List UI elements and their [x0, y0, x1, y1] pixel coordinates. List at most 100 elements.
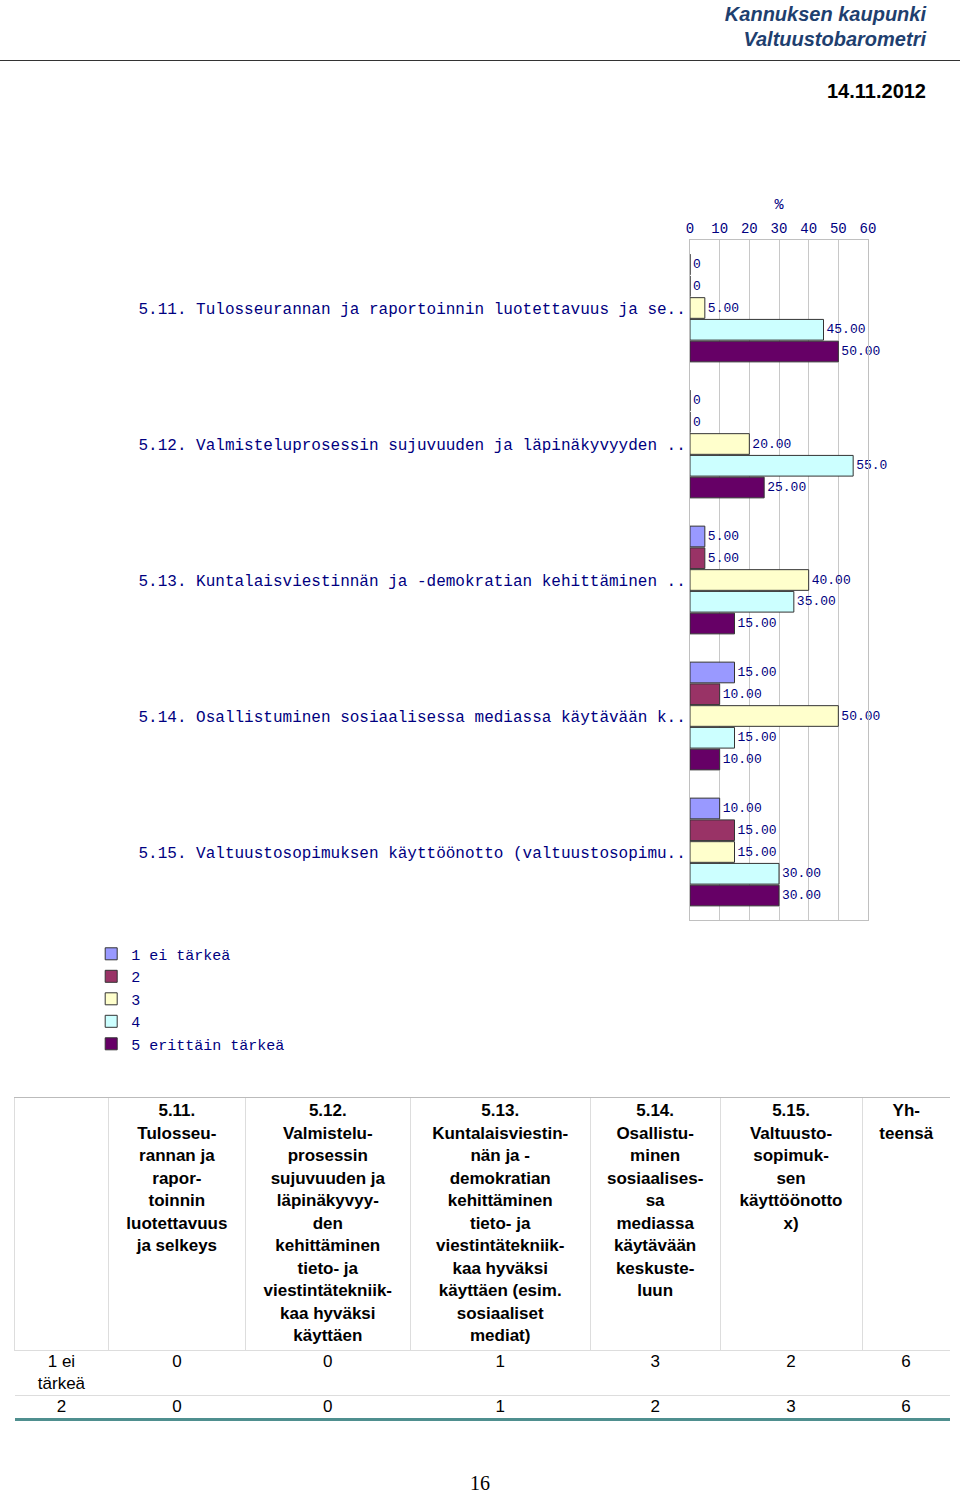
html-text:minen: minen [630, 1146, 681, 1165]
svg-text:20: 20 [741, 221, 758, 237]
svg-text:3: 3 [131, 993, 140, 1010]
svg-text:20.00: 20.00 [752, 437, 791, 452]
html-text:rannan ja: rannan ja [139, 1146, 215, 1165]
html-text:teensä: teensä [879, 1123, 934, 1143]
html-text:käytävään: käytävään [614, 1236, 697, 1255]
html-text:luotettavuus: luotettavuus [126, 1213, 228, 1233]
svg-text:15.00: 15.00 [738, 823, 777, 838]
svg-text:40.00: 40.00 [812, 573, 851, 588]
svg-text:50: 50 [830, 221, 847, 237]
html-text:nän ja -: nän ja - [470, 1146, 530, 1165]
html-text:käyttäen (esim.: käyttäen (esim. [438, 1281, 562, 1300]
svg-text:50.00: 50.00 [841, 709, 880, 724]
html-text:5.15.: 5.15. [772, 1101, 810, 1120]
svg-text:50.00: 50.00 [841, 344, 880, 359]
svg-text:10: 10 [711, 221, 728, 237]
html-text:sosiaalises-: sosiaalises- [606, 1168, 704, 1188]
html-text:kehittäminen: kehittäminen [275, 1236, 381, 1255]
html-text:tieto- ja: tieto- ja [470, 1213, 531, 1233]
html-text:käyttöönotto: käyttöönotto [739, 1191, 843, 1210]
html-text:Valmistelu-: Valmistelu- [282, 1123, 373, 1143]
svg-text:0: 0 [693, 415, 701, 430]
html-text:Kuntalaisviestin-: Kuntalaisviestin- [432, 1123, 569, 1143]
svg-text:0: 0 [686, 221, 694, 237]
svg-text:40: 40 [800, 221, 817, 237]
svg-text:55.0: 55.0 [856, 458, 887, 473]
svg-text:5 erittäin tärkeä: 5 erittäin tärkeä [131, 1038, 284, 1055]
html-text:toinnin: toinnin [148, 1191, 206, 1210]
svg-text:10.00: 10.00 [723, 687, 762, 702]
html-text:1 ei: 1 ei [47, 1351, 76, 1371]
svg-text:10.00: 10.00 [723, 752, 762, 767]
svg-text:5.12. Valmisteluprosessin suju: 5.12. Valmisteluprosessin sujuvuuden ja … [139, 437, 686, 455]
html-text:5.13.: 5.13. [481, 1101, 520, 1120]
html-text:mediat): mediat) [470, 1326, 531, 1345]
svg-text:30.00: 30.00 [782, 888, 821, 903]
svg-text:5.14. Osallistuminen sosiaalis: 5.14. Osallistuminen sosiaalisessa media… [139, 709, 686, 727]
svg-text:2: 2 [131, 970, 140, 987]
html-text:sen: sen [776, 1168, 806, 1188]
svg-text:45.00: 45.00 [827, 322, 866, 337]
svg-text:0: 0 [693, 257, 701, 272]
html-text:käyttäen: käyttäen [293, 1326, 363, 1345]
html-text:0: 0 [323, 1351, 333, 1371]
svg-text:60: 60 [860, 221, 877, 237]
html-text:5.12.: 5.12. [308, 1101, 347, 1120]
svg-text:0: 0 [693, 393, 701, 408]
svg-text:5.00: 5.00 [708, 301, 739, 316]
svg-text:5.15. Valtuustosopimuksen käyt: 5.15. Valtuustosopimuksen käyttöönotto (… [139, 845, 686, 863]
html-text:16: 16 [470, 1472, 490, 1494]
html-text:Valtuustobarometri: Valtuustobarometri [743, 28, 926, 50]
html-text:rapor-: rapor- [152, 1168, 202, 1188]
html-text:5.11.: 5.11. [158, 1101, 196, 1120]
svg-text:30: 30 [771, 221, 788, 237]
html-text:prosessin: prosessin [287, 1146, 368, 1165]
html-text:demokratian: demokratian [449, 1168, 551, 1188]
html-text:den: den [312, 1213, 343, 1233]
html-text:sopimuk-: sopimuk- [753, 1146, 829, 1165]
svg-text:15.00: 15.00 [738, 665, 777, 680]
html-text:Kannuksen kaupunki: Kannuksen kaupunki [724, 3, 926, 25]
html-text:kaa hyväksi: kaa hyväksi [280, 1303, 376, 1323]
svg-text:30.00: 30.00 [782, 866, 821, 881]
html-text:x): x) [783, 1213, 799, 1233]
html-text:kehittäminen: kehittäminen [447, 1191, 553, 1210]
svg-text:5.11. Tulosseurannan ja raport: 5.11. Tulosseurannan ja raportoinnin luo… [139, 301, 686, 319]
html-text:5.14.: 5.14. [636, 1101, 674, 1120]
html-text:Valtuusto-: Valtuusto- [750, 1123, 833, 1143]
html-text:ja selkeys: ja selkeys [136, 1236, 217, 1255]
html-text:läpinäkyvyy-: läpinäkyvyy- [276, 1191, 379, 1210]
html-text:3: 3 [650, 1351, 660, 1371]
html-text:sa: sa [645, 1191, 665, 1210]
html-text:tärkeä: tärkeä [37, 1373, 86, 1393]
html-text:mediassa: mediassa [616, 1213, 694, 1233]
svg-text:10.00: 10.00 [723, 801, 762, 816]
svg-text:15.00: 15.00 [738, 616, 777, 631]
svg-text:35.00: 35.00 [797, 594, 836, 609]
html-text:Yh-: Yh- [892, 1101, 920, 1120]
html-text:Osallistu-: Osallistu- [616, 1123, 694, 1143]
html-text:kaa hyväksi: kaa hyväksi [452, 1258, 548, 1278]
svg-text:1 ei tärkeä: 1 ei tärkeä [131, 948, 230, 965]
html-text:14.11.2012: 14.11.2012 [827, 80, 926, 102]
svg-text:0: 0 [693, 279, 701, 294]
html-text:0: 0 [172, 1351, 182, 1371]
html-text:1: 1 [495, 1351, 505, 1371]
svg-text:5.00: 5.00 [708, 529, 739, 544]
html-text:2: 2 [56, 1396, 67, 1416]
svg-text:5.13. Kuntalaisviestinnän ja -: 5.13. Kuntalaisviestinnän ja -demokratia… [139, 573, 686, 591]
svg-text:%: % [774, 197, 784, 214]
html-text:keskuste-: keskuste- [615, 1258, 695, 1278]
html-text:viestintätekniik-: viestintätekniik- [263, 1281, 392, 1300]
svg-text:15.00: 15.00 [738, 845, 777, 860]
svg-text:4: 4 [131, 1015, 140, 1032]
svg-text:25.00: 25.00 [767, 480, 806, 495]
html-text:Tulosseu-: Tulosseu- [137, 1123, 217, 1143]
html-text:sosiaaliset: sosiaaliset [456, 1303, 544, 1323]
svg-text:15.00: 15.00 [738, 730, 777, 745]
html-text:luun: luun [637, 1281, 674, 1300]
html-text:tieto- ja: tieto- ja [297, 1258, 358, 1278]
html-text:viestintätekniik-: viestintätekniik- [436, 1236, 565, 1255]
html-text:sujuvuuden ja: sujuvuuden ja [270, 1168, 385, 1188]
svg-text:5.00: 5.00 [708, 551, 739, 566]
